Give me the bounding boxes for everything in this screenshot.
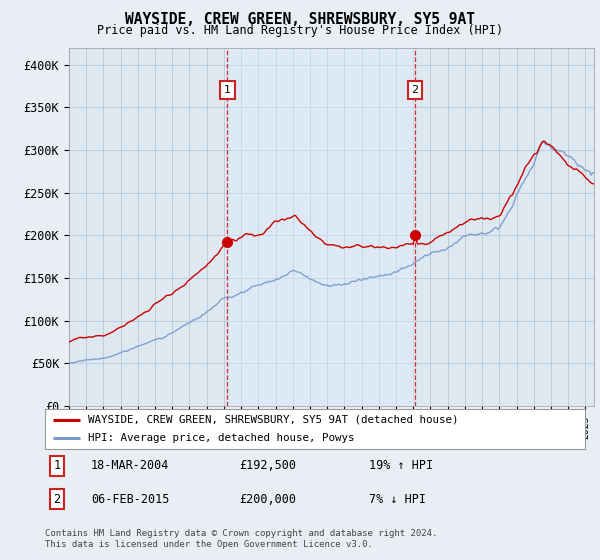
Text: Contains HM Land Registry data © Crown copyright and database right 2024.
This d: Contains HM Land Registry data © Crown c… (45, 529, 437, 549)
Text: 06-FEB-2015: 06-FEB-2015 (91, 493, 169, 506)
Text: 18-MAR-2004: 18-MAR-2004 (91, 459, 169, 473)
Text: 1: 1 (224, 85, 231, 95)
Text: WAYSIDE, CREW GREEN, SHREWSBURY, SY5 9AT (detached house): WAYSIDE, CREW GREEN, SHREWSBURY, SY5 9AT… (88, 415, 459, 424)
Text: £200,000: £200,000 (239, 493, 296, 506)
Text: WAYSIDE, CREW GREEN, SHREWSBURY, SY5 9AT: WAYSIDE, CREW GREEN, SHREWSBURY, SY5 9AT (125, 12, 475, 27)
Bar (227, 48, 415, 406)
Text: 19% ↑ HPI: 19% ↑ HPI (369, 459, 433, 473)
Text: Price paid vs. HM Land Registry's House Price Index (HPI): Price paid vs. HM Land Registry's House … (97, 24, 503, 37)
Text: 2: 2 (53, 493, 61, 506)
Text: 7% ↓ HPI: 7% ↓ HPI (369, 493, 426, 506)
Text: 1: 1 (53, 459, 61, 473)
Text: 2: 2 (412, 85, 419, 95)
Text: £192,500: £192,500 (239, 459, 296, 473)
Text: HPI: Average price, detached house, Powys: HPI: Average price, detached house, Powy… (88, 433, 355, 443)
